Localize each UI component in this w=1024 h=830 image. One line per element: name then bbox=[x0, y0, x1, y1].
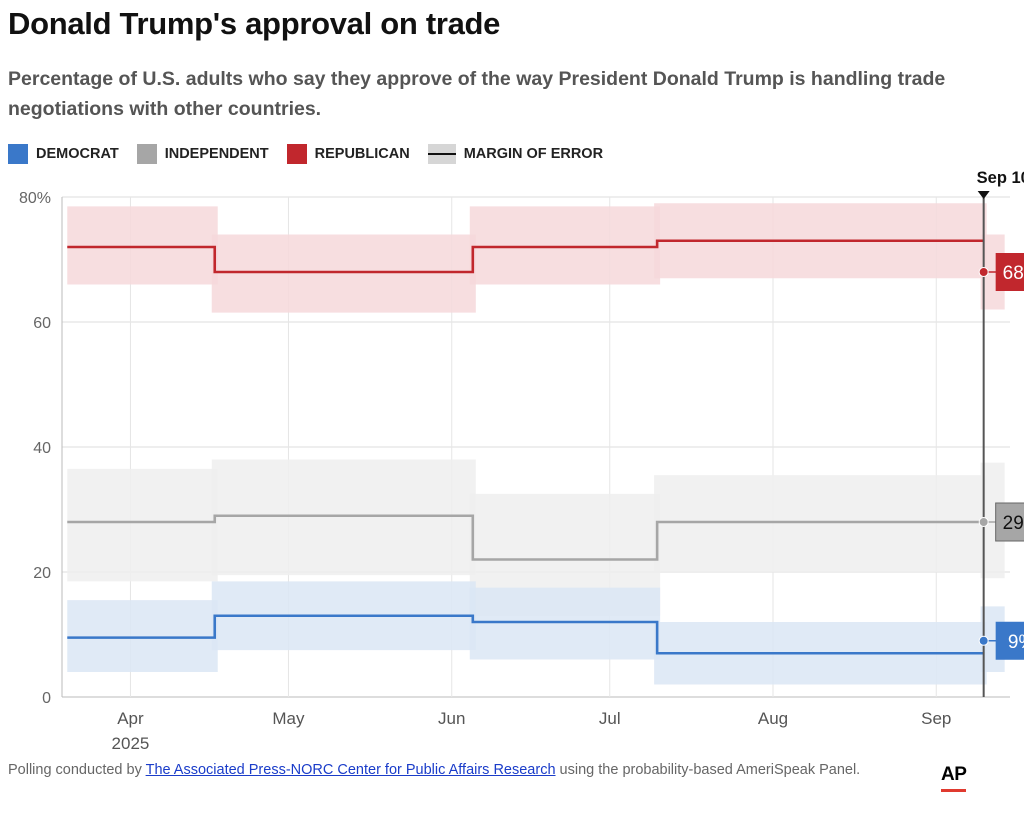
approval-chart: 0 20 40 60 80% Apr 2025 May Jun Jul Aug Sep Sep 10,… bbox=[19, 169, 1024, 753]
y-tick-label: 80% bbox=[19, 190, 51, 207]
republican-moe-band bbox=[67, 206, 218, 285]
legend-label-moe: MARGIN OF ERROR bbox=[463, 146, 604, 162]
republican-value-label: 68% bbox=[1003, 263, 1024, 284]
legend-item-moe: MARGIN OF ERROR bbox=[427, 144, 604, 164]
footer-prefix: Polling conducted by bbox=[8, 762, 146, 778]
independent-line bbox=[67, 514, 984, 561]
footer-note: Polling conducted by The Associated Pres… bbox=[8, 760, 868, 781]
republican-endpoint-dot bbox=[978, 267, 989, 277]
date-marker-arrow bbox=[977, 191, 990, 199]
x-tick-label: Sep bbox=[921, 709, 951, 728]
democrat-swatch bbox=[8, 144, 28, 164]
footer-suffix: using the probability-based AmeriSpeak P… bbox=[555, 762, 861, 778]
endpoint-labels: 68% 29% 9% bbox=[978, 253, 1024, 660]
democrat-value-label: 9% bbox=[1008, 632, 1024, 653]
legend: DEMOCRAT INDEPENDENT REPUBLICAN MARGIN O… bbox=[8, 144, 621, 164]
independent-moe-band bbox=[211, 459, 476, 576]
y-tick-label: 20 bbox=[33, 565, 51, 582]
norc-link[interactable]: The Associated Press-NORC Center for Pub… bbox=[145, 762, 556, 778]
legend-item-independent: INDEPENDENT bbox=[136, 144, 269, 164]
independent-value-box bbox=[995, 502, 1024, 542]
independent-moe-band bbox=[67, 468, 218, 582]
independent-endpoint-dot bbox=[978, 517, 989, 527]
y-tick-label: 60 bbox=[33, 315, 51, 332]
democrat-endpoint-dot bbox=[978, 635, 989, 646]
republican-line bbox=[67, 239, 984, 274]
legend-item-republican: REPUBLICAN bbox=[286, 144, 410, 164]
republican-moe-band bbox=[469, 206, 661, 285]
independent-value-label: 29% bbox=[1003, 513, 1024, 534]
x-tick-label: Jun bbox=[438, 709, 465, 728]
legend-item-democrat: DEMOCRAT bbox=[8, 144, 119, 164]
x-tick-label: Jul bbox=[599, 709, 621, 728]
x-tick-sublabel: 2025 bbox=[112, 734, 150, 753]
margin-of-error-icon bbox=[427, 144, 456, 164]
y-tick-label: 0 bbox=[42, 690, 51, 707]
x-tick-label: Aug bbox=[758, 709, 788, 728]
democrat-moe-band bbox=[469, 587, 661, 660]
legend-label-democrat: DEMOCRAT bbox=[36, 146, 119, 162]
ap-logo: AP bbox=[941, 764, 967, 792]
republican-value-box bbox=[995, 253, 1024, 291]
legend-label-independent: INDEPENDENT bbox=[164, 146, 269, 162]
democrat-line bbox=[67, 614, 984, 655]
x-tick-label: May bbox=[272, 709, 305, 728]
series-lines bbox=[67, 239, 984, 655]
democrat-value-box bbox=[995, 621, 1024, 660]
margin-of-error-bands bbox=[67, 203, 1005, 685]
independent-moe-band bbox=[654, 475, 987, 572]
chart-subtitle: Percentage of U.S. adults who say they a… bbox=[8, 68, 946, 120]
chart-title: Donald Trump's approval on trade bbox=[8, 6, 501, 41]
republican-swatch bbox=[286, 144, 307, 164]
legend-label-republican: REPUBLICAN bbox=[314, 146, 410, 162]
republican-moe-band bbox=[211, 234, 476, 313]
date-marker-label: Sep 10, 2025 bbox=[977, 169, 1024, 187]
independent-swatch bbox=[136, 144, 157, 164]
democrat-moe-band bbox=[67, 600, 218, 672]
date-marker: Sep 10, 2025 bbox=[977, 169, 1024, 697]
x-tick-label: Apr bbox=[117, 709, 144, 728]
y-tick-label: 40 bbox=[33, 440, 51, 457]
axes: 0 20 40 60 80% Apr 2025 May Jun Jul Aug Sep bbox=[19, 190, 951, 753]
